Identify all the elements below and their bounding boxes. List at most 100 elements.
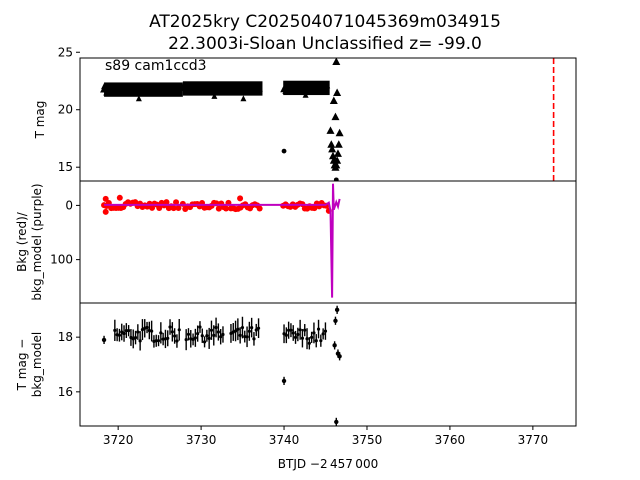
errorbar-point-1 bbox=[191, 337, 195, 341]
errorbar-point-2 bbox=[238, 333, 242, 337]
errorbar-point-3 bbox=[312, 331, 316, 335]
band-marker bbox=[169, 85, 176, 92]
y-axis-label-bottom: T mag −bkg_model bbox=[15, 332, 44, 398]
errorbar-point-0 bbox=[166, 336, 170, 340]
y-axis-label-line: Bkg (red)/ bbox=[15, 211, 29, 272]
isolated-point-5 bbox=[332, 343, 337, 348]
errorbar-point-0 bbox=[133, 335, 138, 340]
errorbar-point-0 bbox=[173, 334, 177, 338]
errorbar-point-0 bbox=[120, 330, 124, 334]
band-marker bbox=[127, 88, 134, 95]
errorbar-point-0 bbox=[177, 328, 181, 332]
band-marker bbox=[103, 89, 110, 96]
y-tick-label: 18 bbox=[58, 330, 73, 344]
isolated-point-4 bbox=[337, 354, 342, 359]
sector-annotation: s89 cam1ccd3 bbox=[105, 58, 207, 74]
panel-frame-top bbox=[79, 57, 577, 182]
errorbar-point-2 bbox=[247, 329, 251, 333]
errorbar-point-3 bbox=[287, 328, 291, 332]
band-marker bbox=[317, 88, 324, 95]
band-marker bbox=[184, 84, 191, 91]
y-tick-label: 0 bbox=[65, 198, 73, 212]
errorbar-point-1 bbox=[193, 336, 197, 340]
triangle-point-8 bbox=[332, 160, 341, 169]
errorbar-point-3 bbox=[314, 339, 318, 343]
band-marker bbox=[306, 87, 313, 94]
x-tick-label: 3760 bbox=[435, 433, 466, 447]
x-tick-label: 3720 bbox=[103, 433, 134, 447]
y-tick-label: 100 bbox=[50, 253, 73, 267]
band-marker bbox=[193, 88, 200, 95]
triangle-point-14 bbox=[329, 96, 338, 105]
triangle-point-16 bbox=[332, 58, 341, 65]
errorbar-point-2 bbox=[233, 329, 238, 333]
bkg-point-2 bbox=[311, 205, 318, 212]
errorbar-point-0 bbox=[145, 325, 149, 330]
errorbar-point-0 bbox=[124, 328, 128, 333]
panel-tmag: 15 20 25 T mag s89 cam1ccd3 bbox=[33, 45, 577, 182]
band-marker bbox=[315, 81, 322, 88]
band-marker bbox=[171, 88, 178, 95]
errorbar-point-1 bbox=[200, 334, 204, 338]
band-marker bbox=[241, 83, 248, 90]
errorbar-point-1 bbox=[186, 332, 191, 336]
panel-background: 0 100 Bkg (red)/bkg_model (purple) bbox=[15, 180, 577, 304]
band-marker bbox=[147, 88, 154, 95]
band-bump-1 bbox=[211, 92, 218, 99]
y-axis-label-line: bkg_model bbox=[30, 332, 44, 398]
y-axis-label-line: bkg_model (purple) bbox=[30, 183, 44, 300]
errorbar-point-1 bbox=[207, 336, 211, 341]
errorbar-point-1 bbox=[205, 334, 209, 338]
errorbar-point-3 bbox=[319, 339, 323, 343]
errorbar-point-2 bbox=[236, 327, 240, 331]
errorbar-point-2 bbox=[240, 325, 245, 330]
y-axis-label-line: T mag − bbox=[15, 339, 29, 392]
y-axis-label-line: T mag bbox=[33, 101, 47, 140]
band-marker bbox=[256, 85, 263, 92]
chart-title-line2: 22.3003i-Sloan Unclassified z= -99.0 bbox=[168, 34, 482, 54]
errorbar-point-1 bbox=[202, 340, 207, 344]
errorbar-point-3 bbox=[303, 328, 307, 332]
band-marker bbox=[243, 88, 250, 95]
errorbar-point-2 bbox=[243, 334, 247, 339]
isolated-point-0 bbox=[101, 337, 107, 343]
errorbar-point-0 bbox=[159, 331, 163, 335]
band-marker bbox=[142, 86, 149, 93]
dot-point-1 bbox=[333, 177, 339, 181]
triangle-point-11 bbox=[334, 140, 343, 148]
panel-frame-bottom bbox=[79, 302, 577, 427]
errorbar-point-0 bbox=[161, 337, 165, 341]
bkg-extra-3 bbox=[237, 195, 244, 202]
band-marker bbox=[138, 83, 145, 90]
errorbar-point-2 bbox=[245, 335, 249, 339]
x-tick-label: 3770 bbox=[518, 433, 549, 447]
band-marker bbox=[322, 85, 329, 92]
band-marker bbox=[282, 87, 289, 94]
band-bump-3 bbox=[302, 91, 309, 98]
errorbar-point-2 bbox=[229, 331, 233, 336]
bkg-point-1 bbox=[223, 205, 230, 212]
dot-point-0 bbox=[281, 148, 287, 154]
errorbar-point-3 bbox=[316, 327, 321, 331]
errorbar-point-3 bbox=[298, 328, 302, 332]
bkg-extra-0 bbox=[102, 208, 109, 215]
bkg-model-line bbox=[104, 183, 341, 298]
errorbar-point-1 bbox=[214, 325, 218, 330]
plot-area-middle bbox=[101, 183, 341, 298]
bkg-point-0 bbox=[175, 205, 182, 212]
errorbar-point-0 bbox=[138, 339, 142, 343]
band-marker bbox=[302, 87, 309, 94]
errorbar-point-0 bbox=[122, 331, 126, 336]
x-tick-label: 3750 bbox=[352, 433, 383, 447]
errorbar-point-3 bbox=[321, 332, 325, 336]
triangle-point-3 bbox=[328, 144, 337, 153]
errorbar-point-0 bbox=[127, 329, 131, 333]
errorbar-point-2 bbox=[252, 337, 256, 341]
bkg-point-0 bbox=[163, 199, 170, 206]
y-tick-label: 15 bbox=[58, 160, 73, 174]
errorbar-point-0 bbox=[154, 339, 158, 343]
errorbar-point-0 bbox=[170, 330, 174, 334]
errorbar-point-2 bbox=[256, 326, 261, 330]
errorbar-point-0 bbox=[117, 333, 122, 337]
panel-tmag-minus-bkg: 16 18 T mag −bkg_model bbox=[15, 302, 577, 427]
